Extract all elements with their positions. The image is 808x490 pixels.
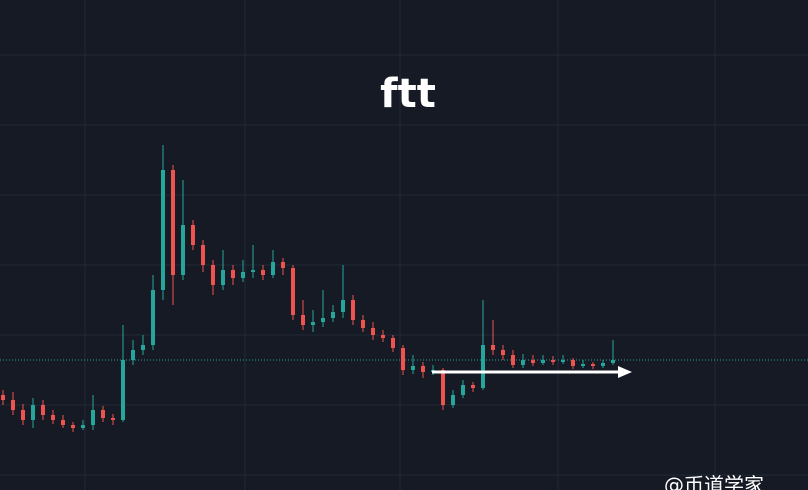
candle-body [321, 318, 325, 322]
candle-body [271, 262, 275, 275]
candle-body [401, 348, 405, 370]
candle-body [291, 268, 295, 315]
candle-body [331, 312, 335, 318]
candle-body [451, 395, 455, 405]
candle-body [471, 385, 475, 388]
candle-body [31, 405, 35, 420]
candle-body [281, 262, 285, 268]
candle-body [181, 225, 185, 275]
candle-body [391, 338, 395, 348]
candle-body [411, 366, 415, 370]
candle-body [171, 170, 175, 275]
candle-body [591, 364, 595, 366]
candle-body [131, 350, 135, 360]
candle-body [211, 265, 215, 285]
candle-body [151, 290, 155, 345]
candle-body [41, 405, 45, 415]
candle-body [81, 425, 85, 428]
candle-body [71, 425, 75, 428]
candle-body [341, 300, 345, 312]
candle-body [441, 370, 445, 405]
candle-body [1, 395, 5, 400]
candle-body [571, 360, 575, 366]
candle-body [501, 350, 505, 355]
plot [0, 145, 808, 432]
candle-body [301, 315, 305, 325]
candle-body [11, 400, 15, 410]
candle-body [461, 385, 465, 395]
candle-body [201, 245, 205, 265]
candle-body [491, 345, 495, 350]
watermark: @币道学家 [664, 473, 764, 490]
candle-body [141, 345, 145, 350]
candle-body [251, 270, 255, 272]
candle-body [521, 360, 525, 365]
candle-body [561, 360, 565, 362]
candle-body [51, 415, 55, 420]
candle-body [21, 410, 25, 420]
candle-body [511, 355, 515, 365]
candle-body [91, 410, 95, 425]
candle-body [161, 170, 165, 290]
candle-body [581, 364, 585, 366]
candle-body [361, 320, 365, 328]
candle-body [191, 225, 195, 245]
candle-body [231, 270, 235, 278]
candle-body [241, 272, 245, 278]
candle-body [261, 270, 265, 275]
candle-body [481, 345, 485, 388]
candle-body [101, 410, 105, 418]
candle-body [121, 360, 125, 420]
candle-body [371, 328, 375, 335]
candle-body [311, 322, 315, 325]
candle-body [601, 363, 605, 366]
candle-body [381, 335, 385, 338]
arrow-head [618, 366, 632, 378]
candle-body [611, 360, 615, 363]
candle-body [421, 366, 425, 372]
candle-body [221, 270, 225, 285]
candle-body [61, 420, 65, 425]
candle-body [111, 418, 115, 420]
arrow [432, 366, 632, 378]
candle-body [531, 360, 535, 363]
chart-title: ftt [380, 71, 436, 117]
candle-body [551, 360, 555, 362]
candle-body [351, 300, 355, 320]
candle-body [541, 360, 545, 363]
